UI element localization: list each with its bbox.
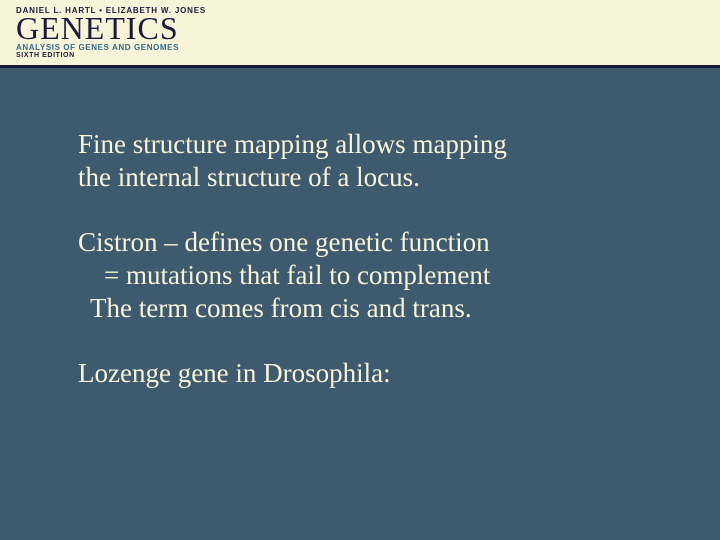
book-subtitle: ANALYSIS OF GENES AND GENOMES	[16, 43, 704, 52]
text-line: Cistron – defines one genetic function	[78, 226, 660, 259]
text-line: The term comes from cis and trans.	[78, 292, 660, 325]
text-line: = mutations that fail to complement	[78, 259, 660, 292]
paragraph-3: Lozenge gene in Drosophila:	[78, 357, 660, 390]
text-line: the internal structure of a locus.	[78, 161, 660, 194]
paragraph-1: Fine structure mapping allows mapping th…	[78, 128, 660, 194]
slide-body: Fine structure mapping allows mapping th…	[0, 68, 720, 540]
book-edition: SIXTH EDITION	[16, 52, 704, 59]
book-title: GENETICS	[16, 13, 704, 43]
paragraph-2: Cistron – defines one genetic function =…	[78, 226, 660, 325]
slide-text: Fine structure mapping allows mapping th…	[78, 128, 660, 390]
text-line: Fine structure mapping allows mapping	[78, 128, 660, 161]
textbook-header: DANIEL L. HARTL • ELIZABETH W. JONES GEN…	[0, 0, 720, 68]
text-line: Lozenge gene in Drosophila:	[78, 357, 660, 390]
